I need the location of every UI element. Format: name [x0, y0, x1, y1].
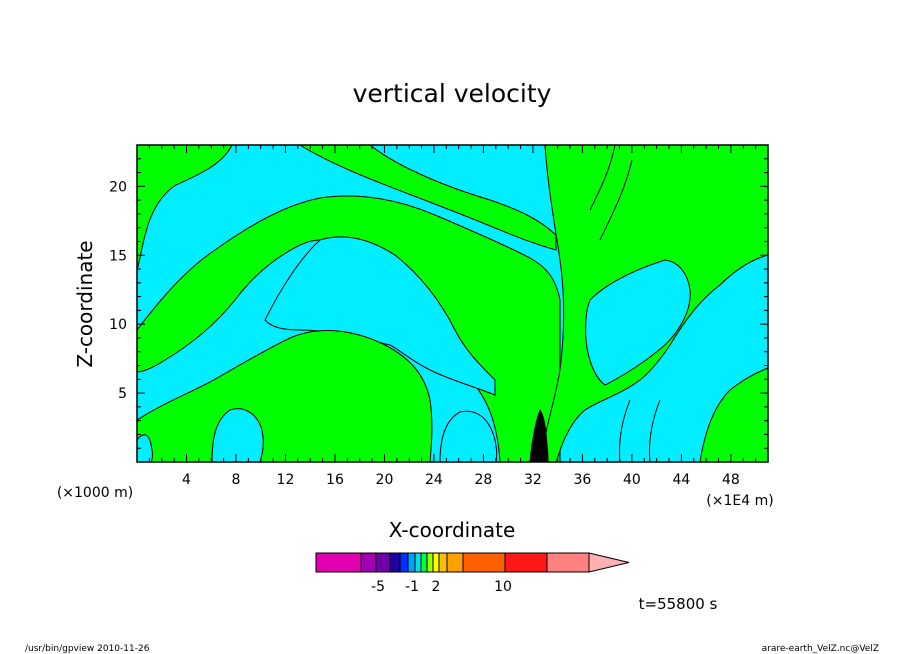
x-tick-label: 28	[475, 472, 493, 488]
y-tick-label: 10	[109, 317, 127, 333]
footer-right: arare-earth_VelZ.nc@VelZ	[762, 644, 879, 654]
colorbar-segment	[438, 552, 448, 573]
plot-frame	[136, 144, 769, 463]
colorbar-segment	[360, 552, 377, 573]
x-tick-label: 20	[376, 472, 394, 488]
x-tick-label: 12	[277, 472, 295, 488]
y-axis-label: Z-coordinate	[73, 240, 97, 367]
colorbar-segment	[414, 552, 422, 573]
region-lower-left-negative	[137, 434, 153, 462]
colorbar-segment	[315, 552, 362, 573]
colorbar-segment	[504, 552, 548, 573]
y-tick-label: 20	[109, 179, 127, 195]
y-tick-label: 15	[109, 248, 127, 264]
region-lower-negative	[211, 408, 264, 462]
x-tick-label: 40	[623, 472, 641, 488]
x-tick-label: 16	[326, 472, 344, 488]
footer-left: /usr/bin/gpview 2010-11-26	[25, 644, 150, 654]
x-tick-label: 4	[182, 472, 191, 488]
region-arch-positive	[137, 195, 561, 462]
streak-2	[649, 399, 661, 462]
region-strong-core	[529, 409, 549, 462]
colorbar-segment	[375, 552, 391, 573]
colorbar-tick-label: -1	[405, 579, 419, 595]
colorbar-arrow	[588, 552, 630, 573]
colorbar-segment	[446, 552, 464, 573]
x-ticks: 4 8 12 16 20 24 28 32 36 40 44 48	[148, 145, 757, 488]
colorbar-segment	[399, 552, 409, 573]
time-label: t=55800 s	[639, 595, 718, 613]
x-tick-label: 8	[232, 472, 241, 488]
colorbar-tick-label: 2	[432, 579, 441, 595]
y-tick-label: 5	[118, 386, 127, 402]
x-tick-label: 48	[722, 472, 740, 488]
colorbar-tick-labels: -5 -1 2 10	[371, 579, 512, 595]
colorbar-segment	[426, 552, 434, 573]
colorbar	[315, 552, 630, 573]
streak-4	[599, 159, 633, 241]
x-tick-label: 36	[573, 472, 591, 488]
region-lower-right-negative	[585, 259, 691, 386]
plot-area	[137, 145, 768, 462]
colorbar-segment	[432, 552, 440, 573]
region-upper-left-positive	[137, 145, 233, 271]
colorbar-segment	[546, 552, 590, 573]
x-axis-label: X-coordinate	[389, 518, 516, 542]
x-tick-label: 24	[425, 472, 443, 488]
region-lower-right-positive	[699, 367, 768, 462]
streak-1	[619, 399, 631, 462]
x-unit-right: (×1E4 m)	[706, 493, 773, 509]
x-unit-left: (×1000 m)	[57, 485, 133, 501]
x-tick-label: 32	[524, 472, 542, 488]
region-upper-arc-positive	[299, 145, 557, 251]
colorbar-segment	[462, 552, 506, 573]
x-tick-label: 44	[672, 472, 690, 488]
chart-title: vertical velocity	[353, 79, 552, 108]
colorbar-tick-label: 10	[494, 579, 512, 595]
colorbar-segment	[420, 552, 428, 573]
region-lower-negative-2	[439, 410, 498, 462]
colorbar-segment	[407, 552, 416, 573]
colorbar-segment	[389, 552, 401, 573]
y-ticks: 5 10 15 20	[109, 158, 768, 449]
streak-3	[589, 145, 616, 211]
colorbar-tick-label: -5	[371, 579, 385, 595]
region-lower-left-positive	[137, 330, 433, 462]
